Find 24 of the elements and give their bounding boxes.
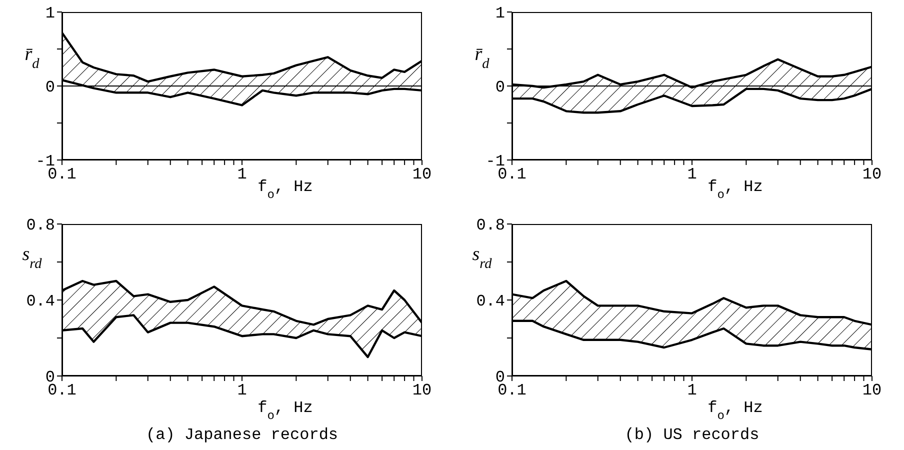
x-axis-title: f$_{o}$, Hz <box>708 399 763 423</box>
x-tick-label: 1 <box>237 381 247 400</box>
y-axis-title: r̄$_{d}$ <box>24 44 40 72</box>
x-tick-label: 1 <box>687 165 697 184</box>
x-axis-title: f$_{o}$, Hz <box>258 178 313 202</box>
y-tick-label: 0.4 <box>476 292 505 311</box>
x-tick-label: 1 <box>687 381 697 400</box>
text: (b) US records <box>624 426 760 444</box>
x-tick-label: 10 <box>412 381 432 400</box>
y-tick-label: 0.8 <box>476 216 505 235</box>
y-tick-label: 0.8 <box>26 216 55 235</box>
x-tick-label: 10 <box>862 165 882 184</box>
text: (a) Japanese records <box>144 426 340 444</box>
y-tick-label: 0.4 <box>26 292 55 311</box>
x-tick-label: 10 <box>862 381 882 400</box>
x-tick-label: 1 <box>237 165 247 184</box>
x-axis-title: f$_{o}$, Hz <box>708 178 763 202</box>
y-tick-label: 0 <box>495 78 505 97</box>
x-tick-label: 10 <box>412 165 432 184</box>
y-tick-label: 1 <box>45 4 55 23</box>
x-axis-title: f$_{o}$, Hz <box>258 399 313 423</box>
y-axis-title: r̄$_{d}$ <box>474 44 490 72</box>
y-tick-label: 0 <box>45 78 55 97</box>
y-tick-label: 1 <box>495 4 505 23</box>
